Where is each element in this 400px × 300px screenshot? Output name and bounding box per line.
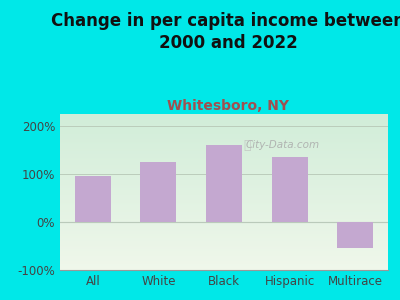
Text: Whitesboro, NY: Whitesboro, NY <box>167 99 289 113</box>
Bar <box>75 176 111 222</box>
Text: ⦾: ⦾ <box>243 139 251 152</box>
Bar <box>272 157 308 222</box>
Bar <box>140 162 176 222</box>
Text: City-Data.com: City-Data.com <box>246 140 320 150</box>
Bar <box>337 222 373 248</box>
Text: Change in per capita income between
2000 and 2022: Change in per capita income between 2000… <box>51 12 400 52</box>
Bar <box>206 145 242 222</box>
